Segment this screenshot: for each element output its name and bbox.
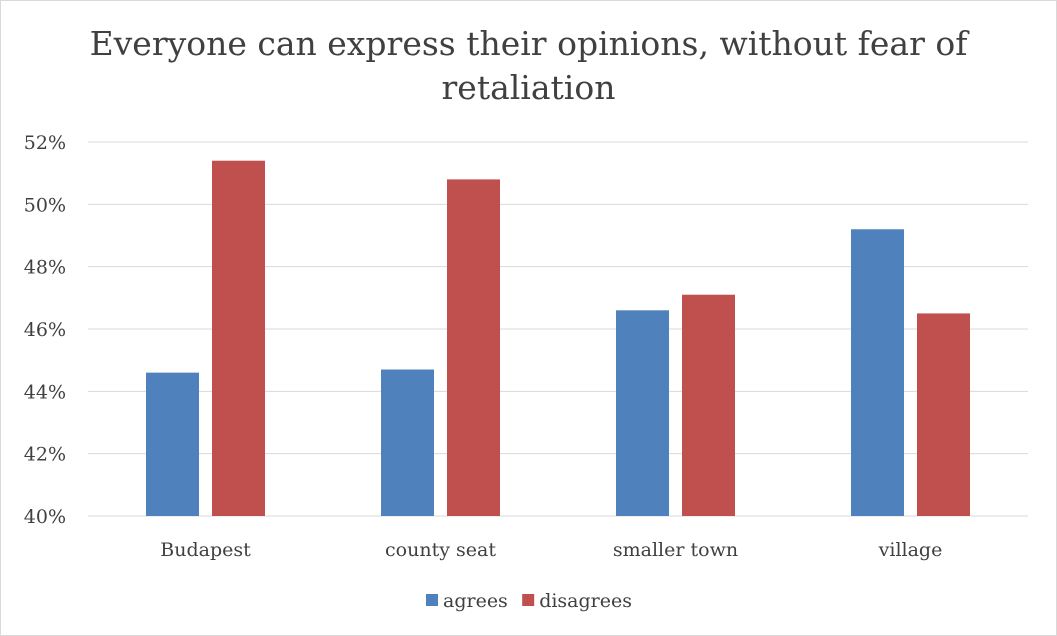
x-category-label: county seat: [385, 539, 496, 561]
legend-swatch-agrees: [426, 594, 438, 606]
y-tick-label: 46%: [24, 319, 66, 341]
chart-title-line-2: retaliation: [441, 68, 616, 107]
y-tick-label: 40%: [24, 506, 66, 528]
legend-label-disagrees: disagrees: [539, 590, 632, 612]
x-category-label: village: [878, 539, 943, 561]
bar-disagrees-village: [917, 313, 970, 516]
y-tick-label: 50%: [24, 194, 66, 216]
legend-swatch-disagrees: [522, 594, 535, 606]
y-tick-label: 44%: [24, 381, 66, 403]
bar-disagrees-Budapest: [212, 160, 265, 516]
x-axis-category-labels: Budapest county seat smaller town village: [160, 539, 942, 561]
bars: [146, 160, 970, 516]
bar-disagrees-county-seat: [447, 179, 500, 516]
bar-agrees-village: [851, 229, 904, 516]
chart-title-line-1: Everyone can express their opinions, wit…: [89, 24, 968, 63]
bar-agrees-smaller-town: [616, 310, 669, 516]
x-category-label: Budapest: [160, 539, 251, 561]
chart-title: Everyone can express their opinions, wit…: [0, 22, 1057, 110]
bar-disagrees-smaller-town: [682, 294, 735, 516]
y-tick-label: 42%: [24, 444, 66, 466]
y-tick-label: 52%: [24, 132, 66, 154]
bar-agrees-Budapest: [146, 372, 199, 516]
y-tick-label: 48%: [24, 257, 66, 279]
legend-label-agrees: agrees: [443, 590, 508, 612]
y-axis-tick-labels: 40% 42% 44% 46% 48% 50% 52%: [24, 132, 66, 528]
x-category-label: smaller town: [613, 539, 738, 561]
bar-agrees-county-seat: [381, 369, 434, 516]
legend: agrees disagrees: [426, 590, 632, 612]
